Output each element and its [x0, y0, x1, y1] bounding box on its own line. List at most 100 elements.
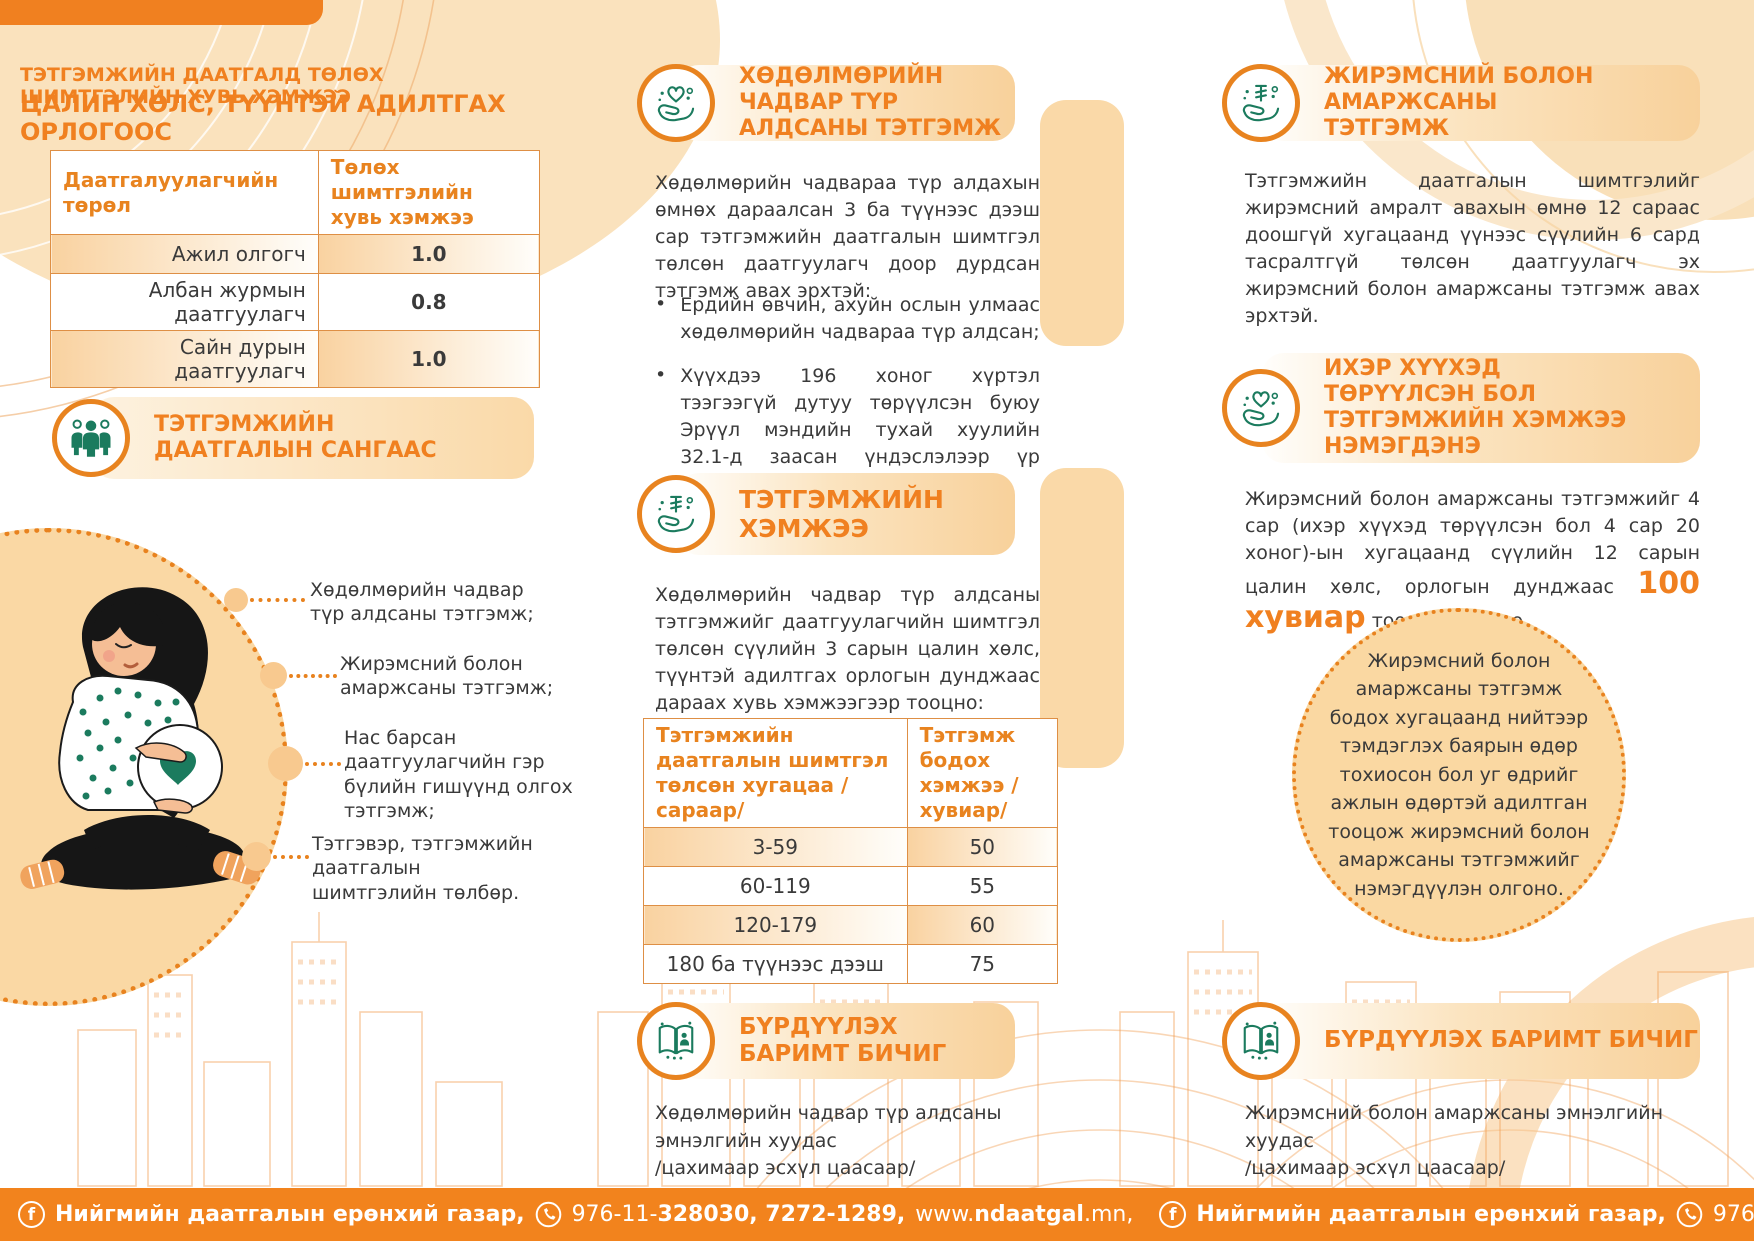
phone-icon: [535, 1201, 561, 1228]
rate-value: 1.0: [317, 330, 541, 388]
documents-line: Хөдөлмөрийн чадвар түр алдсаны эмнэлгийн…: [655, 1102, 1002, 1152]
header-bar: [1262, 1003, 1700, 1079]
documents-line: /цахимаар эсхүл цаасаар/: [655, 1157, 916, 1180]
period-col-header: Тэтгэмжийн даатгалын шимтгэл төлсөн хуга…: [643, 718, 908, 828]
fund-list-item: Нас барсан даатгуулагчийн гэр бүлийн гиш…: [344, 727, 573, 822]
header-bar: [1262, 65, 1700, 141]
benefit-intro-paragraph: Хөдөлмөрийн чадвараа түр алдахын өмнөх д…: [655, 172, 1040, 302]
phone-prefix: 976-11-: [571, 1202, 658, 1227]
table-row: 180 ба түүнээс дээш 75: [643, 944, 1059, 984]
percent-value: 50: [906, 827, 1059, 867]
percent-value: 75: [906, 944, 1059, 984]
connector-node: [224, 588, 248, 612]
header-bar: [677, 65, 1015, 141]
header-bar: [677, 1003, 1015, 1079]
organization-name: Нийгмийн даатгалын ерөнхий газар,: [1196, 1202, 1666, 1227]
insurer-type: Сайн дурын даатгуулагч: [50, 330, 319, 388]
fund-list-item: Хөдөлмөрийн чадвар түр алдсаны тэтгэмж;: [310, 579, 534, 626]
header-bar: [92, 397, 534, 479]
facebook-icon: f: [1159, 1201, 1187, 1228]
fund-list-item: Жирэмсний болон амаржсаны тэтгэмж;: [340, 653, 554, 700]
section-title: ИХЭР ХҮҮХЭД ТӨРҮҮЛСЭН БОЛ ТЭТГЭМЖИЙН ХЭМ…: [1324, 356, 1627, 459]
hand-heart-icon: [637, 64, 715, 142]
benefit-bullet-list: • Ердийн өвчин, ахуйн ослын улмаас хөдөл…: [655, 292, 1040, 498]
hand-heart-icon: [1222, 369, 1300, 447]
percent-col-header: Тэтгэмж бодох хэмжээ /хувиар/: [906, 718, 1059, 828]
facebook-icon: f: [18, 1201, 45, 1228]
website-tld: .mn,: [1083, 1202, 1134, 1227]
bullet-glyph: •: [655, 293, 667, 315]
fund-section-header: ТЭТГЭМЖИЙН ДААТГАЛЫН САНГААС: [52, 394, 534, 482]
connector-node: [268, 746, 303, 781]
footer-bar: f Нийгмийн даатгалын ерөнхий газар, 976-…: [0, 1188, 1754, 1241]
highlight-100-percent: 100 хувиар: [1245, 565, 1700, 635]
family-icon: [52, 399, 130, 477]
header-bar: [1262, 353, 1700, 463]
table-row: Ажил олгогч 1.0: [50, 234, 541, 274]
right-documents-text: Жирэмсний болон амаржсаны эмнэлгийн хууд…: [1245, 1100, 1700, 1183]
holiday-note-text: Жирэмсний болон амаржсаны тэтгэмж бодох …: [1328, 649, 1590, 900]
footer-segment: f Нийгмийн даатгалын ерөнхий газар, 976-…: [18, 1201, 1133, 1228]
section-title: ЖИРЭМСНИЙ БОЛОН АМАРЖСАНЫ ТЭТГЭМЖ: [1324, 64, 1594, 141]
header-bar: [677, 473, 1015, 555]
connector-dotted-line: [273, 855, 309, 859]
table-row: 120-179 60: [643, 905, 1059, 945]
table-row: Сайн дурын даатгуулагч 1.0: [50, 330, 541, 388]
twins-benefit-header: ИХЭР ХҮҮХЭД ТӨРҮҮЛСЭН БОЛ ТЭТГЭМЖИЙН ХЭМ…: [1222, 350, 1700, 466]
middle-documents-header: БҮРДҮҮЛЭХ БАРИМТ БИЧИГ: [637, 1000, 1015, 1082]
left-kicker: ТЭТГЭМЖИЙН ДААТГАЛД ТӨЛӨХ ШИМТГЭЛИЙН ХУВ…: [20, 64, 384, 108]
website-www: www.: [915, 1202, 975, 1227]
organization-name: Нийгмийн даатгалын ерөнхий газар,: [55, 1202, 525, 1227]
maternity-benefit-header: ЖИРЭМСНИЙ БОЛОН АМАРЖСАНЫ ТЭТГЭМЖ: [1222, 62, 1700, 144]
connector-node: [260, 662, 287, 689]
bullet-item: • Ердийн өвчин, ахуйн ослын улмаас хөдөл…: [655, 292, 1040, 346]
percent-value: 55: [906, 866, 1059, 906]
twins-text-before: Жирэмсний болон амаржсаны тэтгэмжийг 4 с…: [1245, 488, 1700, 598]
insurer-type: Ажил олгогч: [50, 234, 319, 274]
bullet-text: Ердийн өвчин, ахуйн ослын улмаас хөдөлмө…: [680, 294, 1040, 343]
website: www.ndaatgal.mn,: [915, 1202, 1133, 1227]
section-title: БҮРДҮҮЛЭХ БАРИМТ БИЧИГ: [1324, 1027, 1698, 1054]
bullet-text: Хүүхдээ 196 хоног хүртэл тээгээгүй дутуу…: [680, 364, 1040, 495]
open-book-icon: [1222, 1002, 1300, 1080]
twins-paragraph: Жирэмсний болон амаржсаны тэтгэмжийг 4 с…: [1245, 486, 1700, 635]
benefit-percentage-table: Тэтгэмжийн даатгалын шимтгэл төлсөн хуга…: [643, 718, 1059, 984]
documents-line: /цахимаар эсхүл цаасаар/: [1245, 1157, 1506, 1180]
phone-numbers: 328030, 7272-1289,: [657, 1202, 906, 1227]
top-left-orange-strip: [0, 0, 323, 25]
period-value: 120-179: [643, 905, 908, 945]
hand-tugrik-icon: [637, 475, 715, 553]
documents-line: Жирэмсний болон амаржсаны эмнэлгийн хууд…: [1245, 1102, 1664, 1152]
rate-value: 0.8: [317, 273, 541, 331]
rate-value: 1.0: [317, 234, 541, 274]
section-title: ХӨДӨЛМӨРИЙН ЧАДВАР ТҮР АЛДСАНЫ ТЭТГЭМЖ: [739, 64, 1002, 141]
hand-tugrik-icon: [1222, 64, 1300, 142]
table-row: 60-119 55: [643, 866, 1059, 906]
rate-table-col2-header: Төлөх шимтгэлийн хувь хэмжээ: [317, 150, 541, 235]
pregnant-woman-illustration: [20, 587, 261, 890]
phone-prefix: 976-11-: [1712, 1202, 1754, 1227]
section-title: ТЭТГЭМЖИЙН ХЭМЖЭЭ: [739, 484, 944, 544]
fund-section-title: ТЭТГЭМЖИЙН ДААТГАЛЫН САНГААС: [154, 412, 437, 463]
rate-table-col1-header: Даатгалуулагчийн төрөл: [50, 150, 319, 235]
phone-icon: [1676, 1201, 1703, 1228]
contribution-rate-table: Даатгалуулагчийн төрөл Төлөх шимтгэлийн …: [50, 150, 541, 388]
work-capacity-benefit-header: ХӨДӨЛМӨРИЙН ЧАДВАР ТҮР АЛДСАНЫ ТЭТГЭМЖ: [637, 62, 1015, 144]
bullet-item: • Хүүхдээ 196 хоног хүртэл тээгээгүй дут…: [655, 363, 1040, 498]
fund-list-item: Тэтгэвэр, тэтгэмжийн даатгалын шимтгэлий…: [312, 833, 533, 904]
amount-intro-paragraph: Хөдөлмөрийн чадвар түр алдсаны тэтгэмжий…: [655, 584, 1040, 714]
open-book-icon: [637, 1002, 715, 1080]
maternity-paragraph: Тэтгэмжийн даатгалын шимтгэлийг жирэмсни…: [1245, 170, 1700, 327]
bullet-glyph: •: [655, 363, 667, 386]
percent-value: 60: [906, 905, 1059, 945]
benefit-amount-header: ТЭТГЭМЖИЙН ХЭМЖЭЭ: [637, 470, 1015, 558]
connector-node: [242, 842, 271, 871]
table-row: Албан журмын даатгуулагч 0.8: [50, 273, 541, 331]
insurer-type: Албан журмын даатгуулагч: [50, 273, 319, 331]
period-value: 60-119: [643, 866, 908, 906]
period-value: 180 ба түүнээс дээш: [643, 944, 908, 984]
section-title: БҮРДҮҮЛЭХ БАРИМТ БИЧИГ: [739, 1013, 947, 1067]
period-value: 3-59: [643, 827, 908, 867]
connector-dotted-line: [250, 598, 305, 602]
middle-documents-text: Хөдөлмөрийн чадвар түр алдсаны эмнэлгийн…: [655, 1100, 1055, 1183]
